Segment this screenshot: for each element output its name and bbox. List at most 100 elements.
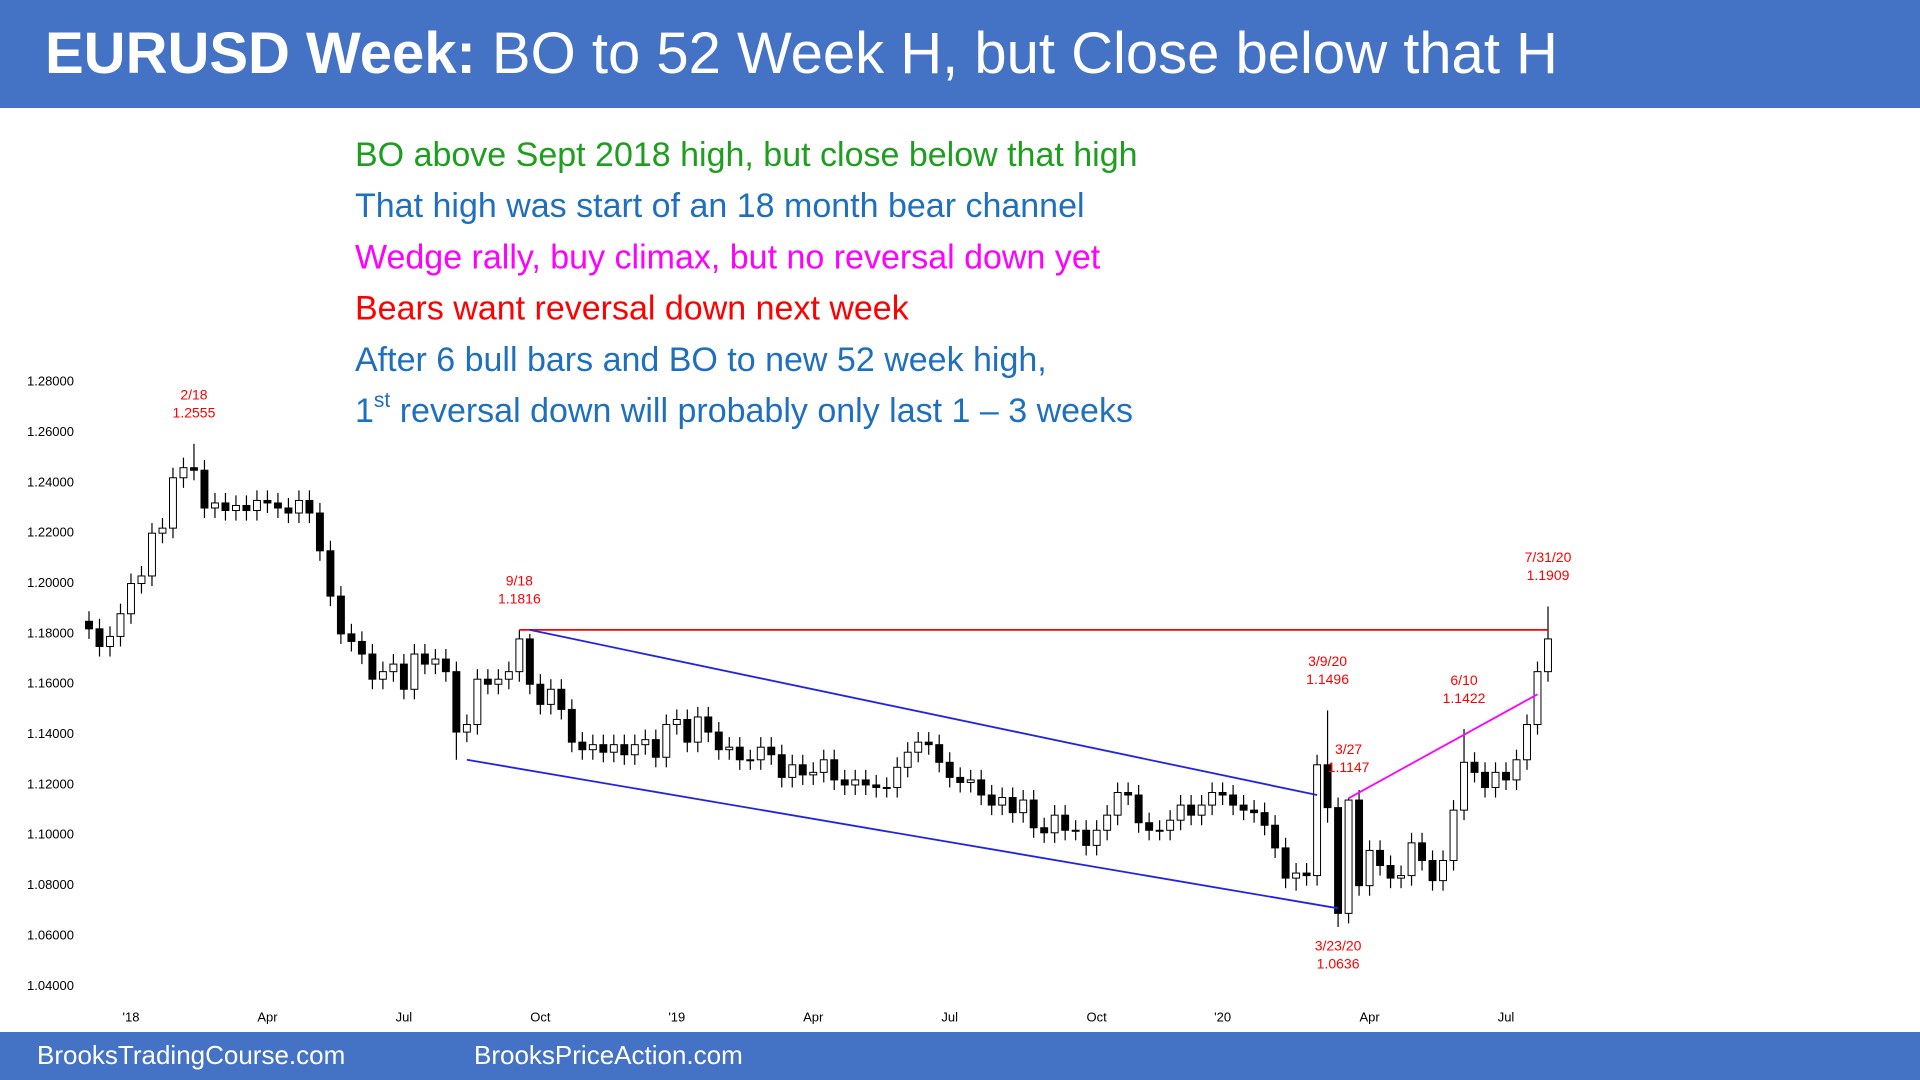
title-bar	[0, 0, 1920, 108]
trend-line	[466, 758, 1339, 910]
trend-line	[529, 628, 1318, 796]
note-text: 1	[355, 392, 374, 430]
x-tick-label: Jul	[1498, 1009, 1515, 1024]
candle-body	[830, 759, 839, 781]
candle-body	[200, 469, 209, 509]
candle-body	[242, 504, 251, 512]
x-tick-label: '18	[123, 1009, 140, 1024]
candle-body	[599, 744, 608, 753]
annotation-value: 1.1816	[498, 591, 541, 607]
y-tick-label: 1.10000	[27, 827, 74, 842]
annotation-date: 2/18	[180, 386, 207, 402]
candle-body	[1470, 761, 1479, 773]
candle-body	[1029, 799, 1038, 829]
candle-body	[578, 741, 587, 751]
candle-body	[819, 759, 828, 773]
candle-body	[221, 502, 230, 512]
candle-body	[525, 638, 534, 685]
candle-body	[483, 678, 492, 685]
y-tick-label: 1.28000	[27, 374, 74, 389]
note-text: BO above Sept 2018 high, but close below…	[355, 136, 1138, 174]
candle-body	[1040, 827, 1049, 834]
candle-body	[431, 658, 440, 665]
candle-body	[1134, 794, 1143, 824]
candle-body	[882, 786, 891, 789]
candle-body	[872, 784, 881, 788]
annotation-date: 9/18	[506, 573, 533, 589]
candle-body	[116, 613, 125, 637]
candle-body	[231, 504, 240, 512]
candle-body	[714, 731, 723, 751]
candle-body	[662, 724, 671, 758]
candle-body	[504, 671, 513, 680]
candle-body	[420, 653, 429, 665]
candle-body	[1334, 807, 1343, 914]
candle-body	[410, 653, 419, 690]
annotation-value: 1.1147	[1328, 759, 1370, 775]
candle-body	[851, 779, 860, 786]
candle-body	[1124, 792, 1133, 796]
candle-body	[1166, 819, 1175, 831]
candle-body	[326, 550, 335, 597]
note-line: That high was start of an 18 month bear …	[355, 187, 1085, 225]
annotation-date: 7/31/20	[1525, 549, 1572, 565]
candle-body	[840, 779, 849, 786]
candle-body	[1533, 671, 1542, 726]
title: EURUSD Week: BO to 52 Week H, but Close …	[45, 21, 1558, 86]
candle-body	[1449, 809, 1458, 861]
candle-body	[441, 658, 450, 673]
candle-body	[767, 746, 776, 756]
candle-body	[473, 678, 482, 726]
x-tick-label: Oct	[530, 1009, 551, 1024]
footer-left: BrooksTradingCourse.com	[37, 1040, 345, 1070]
footer-right: BrooksPriceAction.com	[474, 1040, 743, 1070]
candle-body	[1491, 771, 1500, 788]
note-text: That high was start of an 18 month bear …	[355, 187, 1085, 225]
candle-body	[1187, 804, 1196, 816]
candle-body	[746, 759, 755, 762]
candle-body	[127, 583, 135, 615]
x-tick-label: '19	[668, 1009, 685, 1024]
y-tick-label: 1.26000	[27, 424, 74, 439]
candle-body	[735, 746, 744, 761]
candle-body	[977, 779, 986, 796]
candle-body	[305, 499, 314, 514]
candle-body	[1502, 771, 1510, 781]
y-tick-label: 1.12000	[27, 776, 74, 791]
candle-body	[1407, 842, 1416, 877]
candle-body	[252, 499, 261, 512]
candle-body	[1376, 849, 1385, 867]
candle-body	[1355, 799, 1364, 887]
candle-body	[546, 688, 555, 705]
candle-body	[1071, 829, 1080, 832]
candle-body	[1250, 809, 1259, 814]
footer-bar	[0, 1032, 1920, 1080]
candle-body	[1281, 847, 1290, 879]
candle-body	[1113, 792, 1122, 816]
candle-body	[693, 716, 702, 743]
candle-body	[966, 779, 975, 783]
x-tick-label: Oct	[1087, 1009, 1108, 1024]
note-line: Bears want reversal down next week	[355, 290, 910, 328]
candle-body	[861, 779, 870, 786]
candle-body	[1008, 797, 1017, 814]
candle-body	[1271, 824, 1280, 849]
y-tick-label: 1.18000	[27, 625, 74, 640]
candle-body	[1239, 804, 1248, 811]
candle-body	[798, 764, 807, 776]
candle-body	[620, 744, 629, 756]
candle-body	[462, 724, 471, 733]
x-tick-label: Jul	[396, 1009, 413, 1024]
candle-body	[1145, 822, 1154, 831]
note-text: After 6 bull bars and BO to new 52 week …	[355, 341, 1047, 379]
candle-body	[95, 628, 104, 647]
candle-body	[336, 595, 345, 635]
candle-body	[179, 467, 188, 479]
candle-body	[515, 638, 524, 673]
candle-body	[1302, 872, 1311, 877]
candle-body	[1019, 799, 1028, 814]
candle-body	[1208, 792, 1217, 806]
x-tick-label: Apr	[803, 1009, 824, 1024]
candle-body	[399, 663, 408, 690]
